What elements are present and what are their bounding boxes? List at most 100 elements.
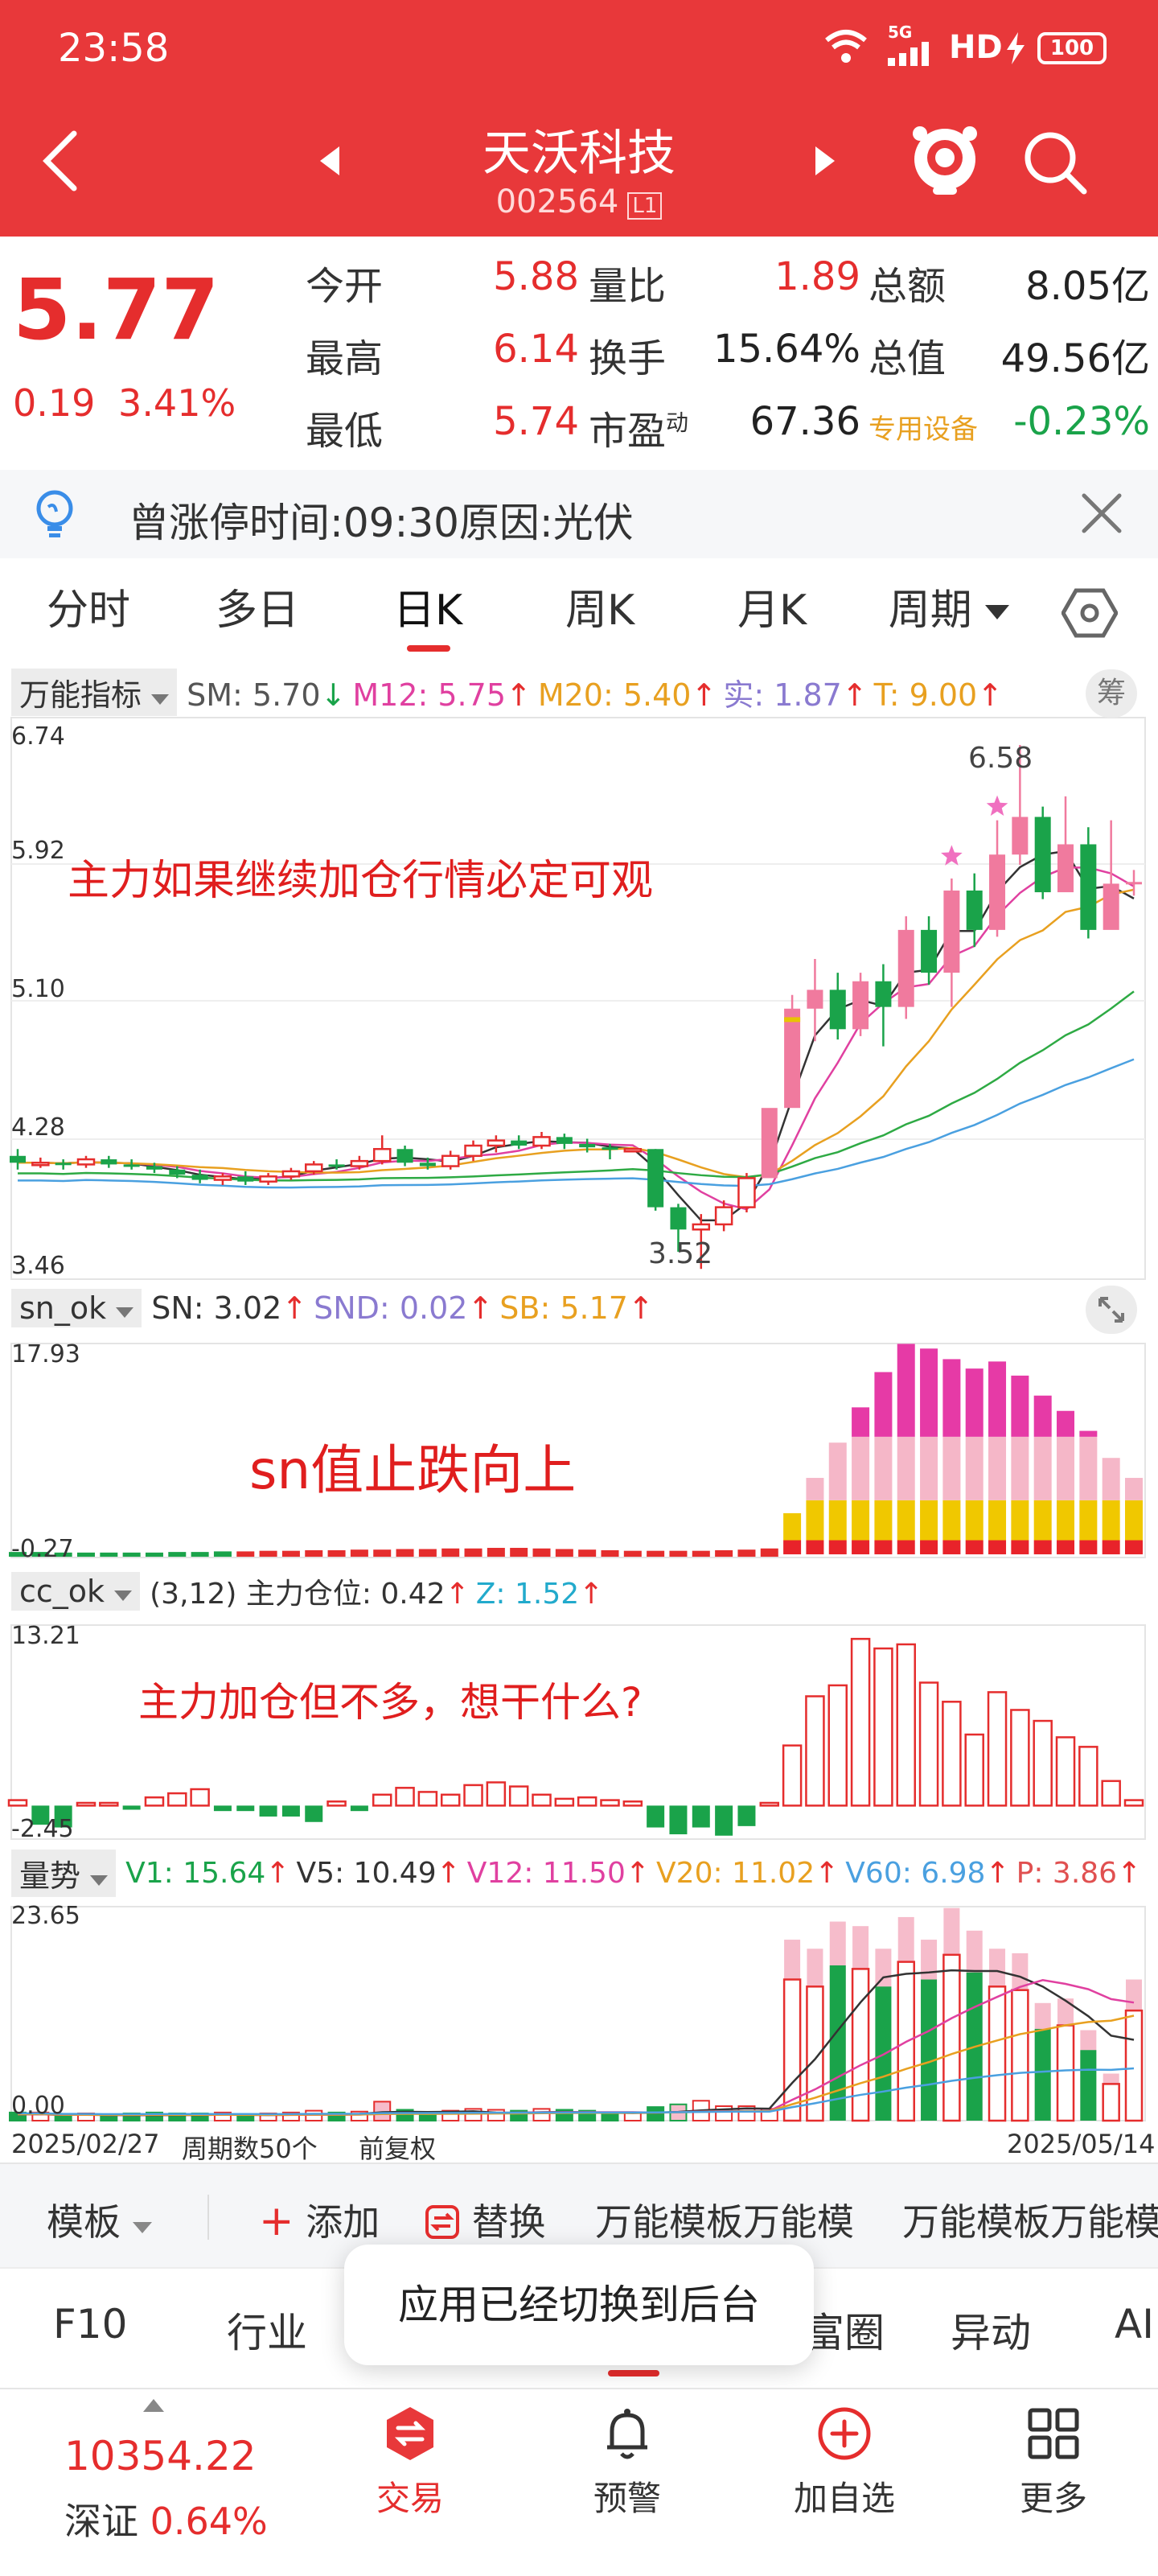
main-y-label: 4.28 (11, 1113, 65, 1142)
tab-period[interactable]: 周期 (868, 558, 1029, 663)
battery-icon: 100 (1037, 32, 1107, 64)
sn-bar (806, 1540, 824, 1555)
candle-body (191, 1175, 208, 1180)
cc-bar (7, 1799, 28, 1807)
sn-bar (874, 1500, 893, 1541)
candle-body (441, 1154, 460, 1167)
sn-bar (1033, 1395, 1052, 1437)
cc-bar (805, 1695, 825, 1807)
volume-indicator-select[interactable]: 量势 (11, 1849, 117, 1897)
sn-bar (988, 1500, 1007, 1541)
volume-bar (350, 2110, 368, 2122)
panel-frame (10, 1906, 1146, 2121)
sn-bar (396, 1549, 414, 1558)
sn-bar (1125, 1478, 1143, 1500)
candle-body (807, 990, 823, 1009)
search-icon[interactable] (1021, 129, 1089, 200)
add-template-button[interactable]: + 添加 (259, 2193, 380, 2246)
func-ai[interactable]: AI (1115, 2301, 1154, 2348)
candle-body (784, 1008, 801, 1109)
sn-bar (1057, 1436, 1075, 1500)
tab-monthly-k[interactable]: 月K (737, 586, 807, 635)
volume-bar (1080, 2050, 1097, 2121)
tab-fenshi[interactable]: 分时 (46, 586, 130, 635)
sn-bar (259, 1550, 277, 1558)
chart-area[interactable]: 万能指标 SM: 5.70↓ M12: 5.75↑ M20: 5.40↑ 实: 1.8… (0, 663, 1158, 2164)
sn-bar (920, 1436, 938, 1500)
replace-template-button[interactable]: 替换 (425, 2193, 546, 2246)
hexagon-settings-icon[interactable] (1061, 587, 1119, 642)
main-indicator-header: 万能指标 SM: 5.70↓ M12: 5.75↑ M20: 5.40↑ 实: 1.8… (11, 666, 1009, 718)
main-high-label: 6.58 (968, 742, 1033, 775)
main-indicator-select[interactable]: 万能指标 (11, 668, 178, 716)
hd-badge: HD (949, 29, 1003, 66)
indicator-value: 实: 1.87↑ (723, 677, 868, 713)
wifi-icon (823, 27, 868, 68)
func-fuquan[interactable]: 富圈 (804, 2310, 885, 2356)
cc-bar (600, 1799, 620, 1807)
indicator-arrow: ↑ (436, 1856, 461, 1890)
volume-indicator-values: V1: 15.64↑ V5: 10.49↑ V12: 11.50↑ V20: 11.0… (125, 1857, 1148, 1890)
sn-bar (942, 1436, 961, 1500)
func-abnormal[interactable]: 异动 (951, 2310, 1031, 2356)
quote-label: 总值 (868, 336, 947, 381)
func-industry[interactable]: 行业 (227, 2310, 307, 2356)
volume-bar (782, 1978, 802, 2122)
cc-bar (577, 1796, 597, 1807)
cc-bar (532, 1793, 552, 1807)
quote-label-sup: 动 (666, 409, 689, 436)
template-selector[interactable]: 模板 (47, 2193, 152, 2246)
chip-label: 筹 (1096, 677, 1126, 710)
indicator-arrow: ↑ (841, 677, 868, 713)
candle-body (852, 981, 869, 1030)
sn-bar (1011, 1436, 1029, 1500)
nav-add-watchlist[interactable]: 加自选 (756, 2405, 933, 2520)
candle-body (623, 1148, 643, 1153)
nav-more[interactable]: 更多 (981, 2405, 1126, 2520)
quote-value: -0.23% (1013, 399, 1150, 444)
volume-bar (1124, 2009, 1144, 2122)
candle-body (123, 1164, 140, 1167)
tab-daily-k[interactable]: 日K (392, 586, 463, 635)
nav-trade[interactable]: 交易 (338, 2405, 482, 2520)
sn-bar (1125, 1540, 1143, 1555)
next-stock-icon[interactable] (814, 146, 836, 179)
cc-bar (1010, 1709, 1030, 1807)
volume-indicator-name: 量势 (19, 1858, 81, 1894)
index-ticker[interactable]: 10354.22 深证 0.64% (0, 2389, 306, 2576)
sn-bar (897, 1344, 915, 1437)
tab-duori[interactable]: 多日 (215, 586, 299, 635)
prev-stock-icon[interactable] (318, 146, 341, 179)
notice-bar[interactable]: 曾涨停时间:09:30原因:光伏 (0, 470, 1158, 558)
sn-indicator-select[interactable]: sn_ok (11, 1289, 142, 1327)
indicator-value: V5: 10.49↑ (296, 1856, 461, 1890)
nav-alert[interactable]: 预警 (555, 2405, 700, 2520)
template-item[interactable]: 万能模板万能模 (902, 2200, 1158, 2244)
sn-bar (1057, 1500, 1075, 1541)
sn-bar (988, 1540, 1007, 1555)
cc-bar (440, 1793, 461, 1807)
cc-indicator-select[interactable]: cc_ok (11, 1572, 141, 1611)
func-f10[interactable]: F10 (53, 2301, 128, 2348)
volume-bar (281, 2111, 300, 2121)
candle-body (556, 1137, 573, 1144)
back-icon[interactable] (40, 129, 80, 196)
index-name: 深证 (64, 2500, 138, 2543)
sn-bar (897, 1500, 915, 1541)
mascot-icon[interactable] (909, 121, 981, 201)
cc-bar (1101, 1780, 1121, 1807)
tab-weekly-k[interactable]: 周K (565, 586, 635, 635)
indicator-arrow: ↑ (506, 677, 532, 713)
sn-bar (281, 1550, 300, 1558)
close-icon[interactable] (1078, 489, 1126, 541)
chip-button[interactable]: 筹 (1086, 669, 1137, 718)
indicator-arrow: ↑ (579, 1578, 604, 1611)
cc-bar (350, 1805, 368, 1812)
sn-bar (942, 1500, 961, 1541)
template-item[interactable]: 万能模板万能模 (595, 2200, 854, 2244)
sn-bar (783, 1512, 802, 1541)
volume-bar (532, 2108, 551, 2121)
candle-body (419, 1162, 436, 1167)
sn-bar (373, 1549, 392, 1558)
expand-icon[interactable] (1086, 1286, 1137, 1334)
